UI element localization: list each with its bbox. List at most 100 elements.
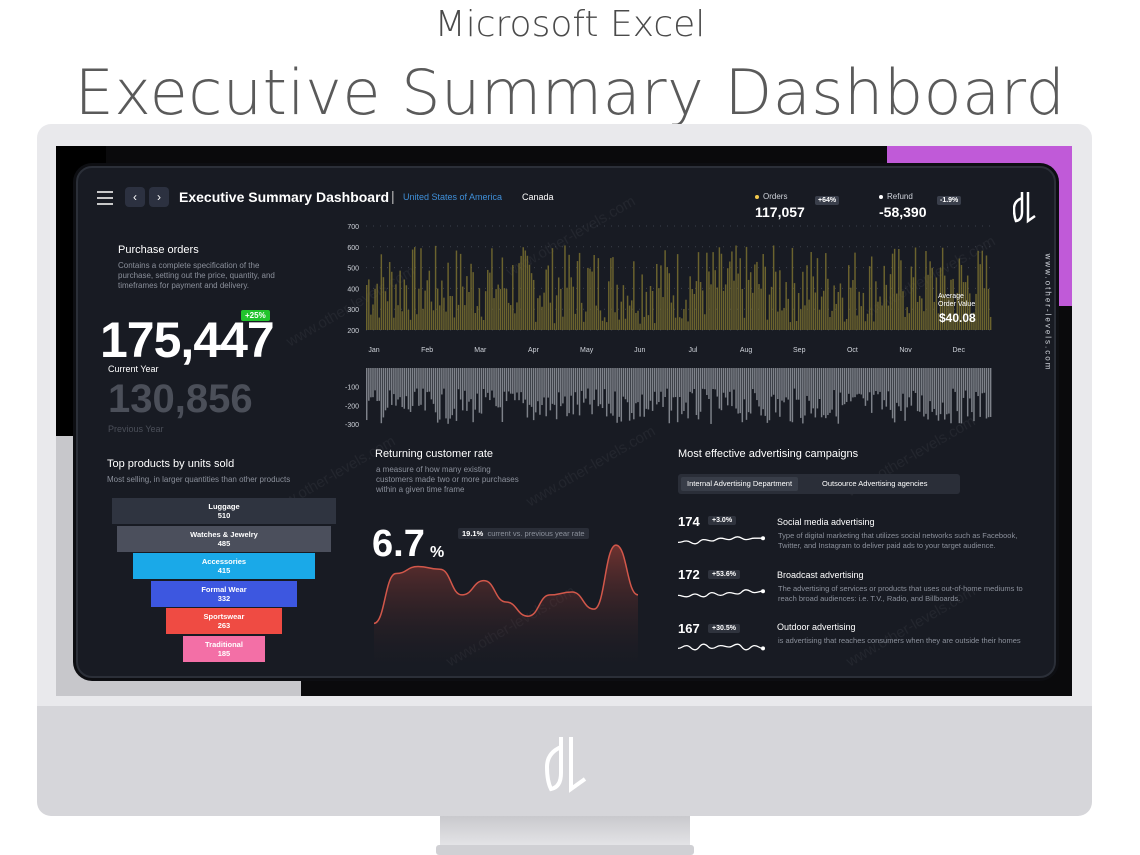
refund-bar (382, 368, 385, 418)
campaign-sparkline (677, 536, 763, 545)
refund-bar (975, 368, 977, 392)
refund-bar (397, 368, 399, 400)
refund-bar (902, 368, 904, 394)
orders-bar (428, 270, 431, 330)
orders-bar (981, 250, 984, 330)
returning-rate-badge: 19.1% current vs. previous year rate (458, 528, 589, 539)
refund-bar (971, 368, 973, 413)
orders-bar (366, 284, 368, 330)
orders-bar (416, 314, 418, 330)
refund-bar (564, 368, 566, 397)
refund-bar (777, 368, 779, 400)
refund-bar (758, 368, 760, 407)
orders-bar (461, 286, 464, 330)
refund-bar (411, 368, 414, 406)
orders-bar (848, 265, 850, 330)
orders-bar (977, 250, 979, 330)
refund-bar (749, 368, 752, 414)
orders-bar (622, 285, 625, 330)
orders-bar (747, 279, 750, 330)
refund-bar (605, 368, 608, 417)
orders-bar (436, 288, 439, 330)
refund-bar (522, 368, 524, 404)
refund-bar (543, 368, 545, 398)
refund-bar (691, 368, 693, 394)
refund-bar (822, 368, 825, 416)
orders-bar (489, 272, 491, 330)
orders-bar (624, 318, 627, 330)
average-order-value: $40.08 (939, 311, 976, 325)
orders-bar (528, 264, 531, 330)
refund-bar (685, 368, 687, 403)
orders-bar (583, 321, 585, 330)
tab-region-canada[interactable]: Canada (522, 192, 554, 202)
brand-logo-icon (1013, 192, 1036, 224)
refund-bar (635, 368, 637, 404)
refund-bar (612, 368, 614, 416)
orders-bar (574, 313, 577, 330)
tab-region-usa[interactable]: United States of America (403, 192, 503, 202)
orders-bar (699, 282, 702, 330)
tab-internal-advertising[interactable]: Internal Advertising Department (681, 477, 799, 491)
refund-bar (403, 368, 406, 409)
orders-bar (766, 319, 769, 330)
refund-bar (589, 368, 591, 405)
campaign-sparkline (677, 643, 764, 651)
refund-bar (966, 368, 969, 417)
orders-bar (597, 258, 600, 330)
orders-bar (829, 317, 831, 330)
tab-outsource-advertising[interactable]: Outsource Advertising agencies (822, 479, 928, 488)
refund-bar (764, 368, 767, 416)
orders-bar (950, 279, 952, 330)
refund-bar (436, 368, 439, 423)
sparkline-end-dot (761, 646, 765, 651)
orders-bar (985, 255, 988, 330)
refund-bar (687, 368, 689, 419)
refund-bar (908, 368, 910, 398)
orders-bar (856, 315, 858, 330)
refund-bar (735, 368, 737, 409)
nav-back-button[interactable]: ‹ (125, 187, 145, 207)
orders-bar (868, 266, 871, 330)
orders-bar (885, 284, 888, 330)
orders-bar (787, 298, 789, 330)
menu-icon[interactable] (97, 191, 113, 205)
refund-bar (578, 368, 581, 416)
refund-bar (689, 368, 691, 392)
refund-bar (451, 368, 454, 416)
orders-bar (774, 271, 777, 330)
orders-bar (537, 298, 539, 330)
refund-bar (987, 368, 990, 418)
refund-bar (497, 368, 499, 408)
refund-bar (391, 368, 393, 405)
refund-bar (699, 368, 702, 412)
refund-bar (672, 368, 675, 398)
refund-bar (839, 368, 842, 393)
refund-bar (829, 368, 831, 413)
refund-bar (741, 368, 744, 423)
funnel-bar-label: Formal Wear (201, 584, 247, 594)
orders-bar (685, 299, 687, 330)
orders-bar (962, 282, 965, 330)
nav-forward-button[interactable]: › (149, 187, 169, 207)
orders-bar (739, 258, 741, 330)
refund-bar (441, 368, 443, 395)
refund-bar (918, 368, 921, 412)
refund-bar (979, 368, 981, 417)
orders-bar (722, 290, 725, 330)
refund-bar (762, 368, 764, 410)
orders-bar (522, 247, 524, 330)
orders-bar (384, 291, 387, 330)
orders-bar (560, 288, 562, 330)
refund-bar (810, 368, 812, 414)
orders-bar (501, 257, 504, 330)
y-tick-label: 700 (347, 224, 359, 231)
orders-bar (891, 253, 894, 330)
refund-bar (416, 368, 418, 389)
refund-bar (568, 368, 570, 414)
orders-bar (434, 245, 437, 330)
orders-bar (411, 249, 414, 330)
refund-bar (518, 368, 520, 401)
orders-bar (547, 265, 550, 330)
average-order-label: Average Order Value (938, 293, 975, 309)
